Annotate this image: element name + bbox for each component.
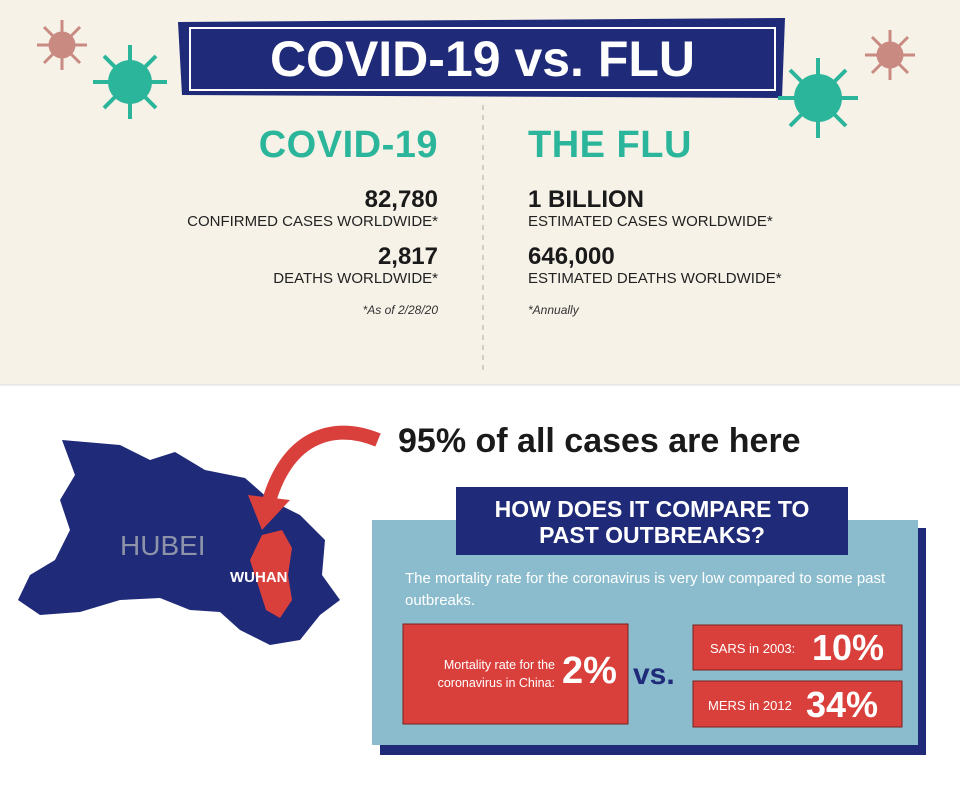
heading-line: HOW DOES IT COMPARE TO (494, 496, 810, 522)
flu-cases: 1 BILLION (528, 186, 645, 213)
mers-label: MERS in 2012 (708, 698, 792, 713)
virus-icon (93, 45, 858, 138)
covid-heading: COVID-19 (258, 124, 438, 166)
sars-label: SARS in 2003: (710, 641, 796, 656)
title-banner (178, 18, 785, 98)
covid-note: *As of 2/28/20 (362, 303, 438, 317)
china-value: 2% (562, 650, 617, 692)
sars-value: 10% (812, 627, 885, 668)
covid-deaths-label: DEATHS WORLDWIDE* (273, 270, 438, 287)
china-box (402, 623, 629, 725)
virus-icon (37, 20, 915, 80)
flu-deaths: 646,000 (528, 243, 615, 270)
description: The mortality rate for the coronavirus i… (405, 570, 886, 609)
hubei-map (18, 440, 340, 645)
callout: 95% of all cases are here (398, 422, 801, 460)
flu-cases-label: ESTIMATED CASES WORLDWIDE* (528, 213, 773, 230)
city-label: WUHAN (230, 569, 288, 586)
compare-heading: HOW DOES IT COMPARE TO PAST OUTBREAKS? (456, 496, 848, 548)
arrow (261, 425, 381, 507)
wuhan-area (250, 530, 292, 618)
covid-deaths: 2,817 (377, 243, 438, 270)
heading-box (456, 487, 848, 555)
banner-border (189, 27, 776, 91)
title: COVID-19 vs. FLU (269, 31, 696, 87)
vs-label: vs. (633, 658, 675, 691)
heading-line: PAST OUTBREAKS? (539, 522, 765, 548)
mers-value: 34% (806, 684, 879, 725)
sars-box (692, 624, 903, 671)
covid-cases: 82,780 (364, 186, 438, 213)
flu-note: *Annually (528, 303, 579, 317)
region-label: HUBEI (120, 530, 206, 561)
mers-box (692, 680, 903, 728)
flu-heading: THE FLU (528, 124, 692, 166)
china-label: Mortality rate for the coronavirus in Ch… (437, 658, 555, 690)
flu-deaths-label: ESTIMATED DEATHS WORLDWIDE* (528, 270, 782, 287)
arrow-head (248, 495, 290, 530)
covid-cases-label: CONFIRMED CASES WORLDWIDE* (187, 213, 438, 230)
